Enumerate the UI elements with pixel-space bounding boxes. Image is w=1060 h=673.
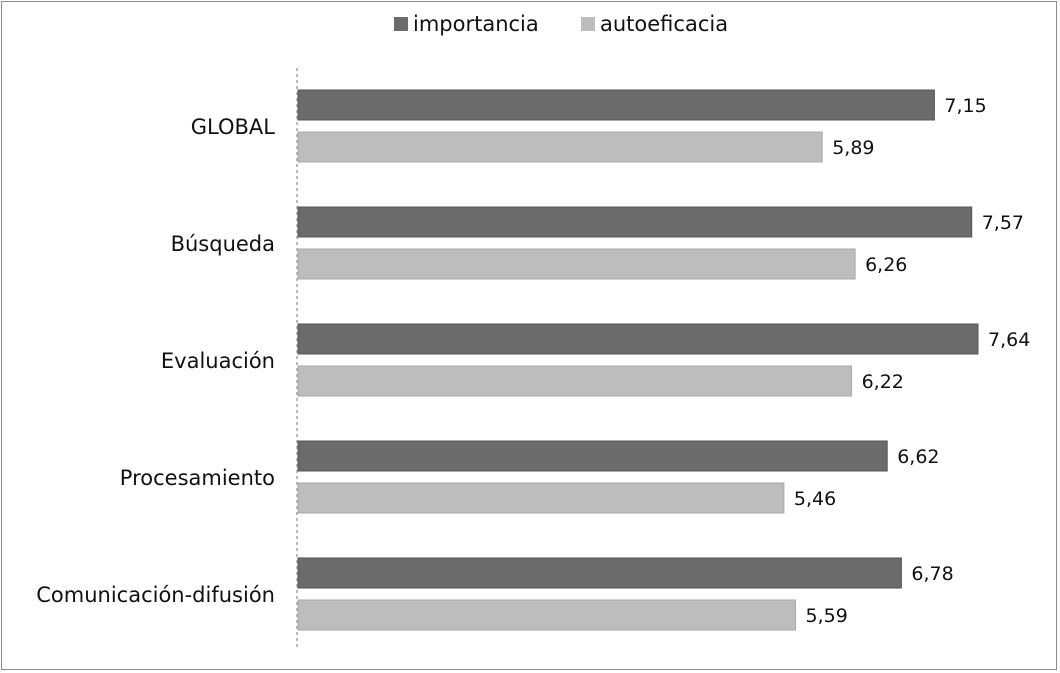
legend-label-autoeficacia: autoeficacia xyxy=(600,12,728,36)
data-label-autoeficacia-procesamiento: 5,46 xyxy=(794,488,836,510)
data-label-importancia-global: 7,15 xyxy=(944,95,986,117)
bar-autoeficacia-global xyxy=(297,131,823,163)
data-label-autoeficacia-global: 5,89 xyxy=(832,137,874,159)
category-label-procesamiento: Procesamiento xyxy=(120,466,275,490)
plot-area: GLOBAL 7,15 5,89 Búsqueda 7,57 6,26 Evaluación… xyxy=(36,89,1030,631)
legend-swatch-importancia xyxy=(394,17,408,31)
bar-importancia-global xyxy=(297,89,935,121)
bar-importancia-evaluacion xyxy=(297,323,979,355)
category-label-busqueda: Búsqueda xyxy=(171,232,275,256)
bar-importancia-busqueda xyxy=(297,206,973,238)
bar-importancia-procesamiento xyxy=(297,440,888,472)
category-label-evaluacion: Evaluación xyxy=(161,349,275,373)
category-label-comunicacion-difusion: Comunicación-difusión xyxy=(36,583,275,607)
data-label-importancia-evaluacion: 7,64 xyxy=(988,329,1030,351)
bar-autoeficacia-comunicacion-difusion xyxy=(297,599,796,631)
data-label-importancia-busqueda: 7,57 xyxy=(982,212,1024,234)
category-label-global: GLOBAL xyxy=(191,115,276,139)
bar-importancia-comunicacion-difusion xyxy=(297,557,902,589)
data-label-importancia-comunicacion-difusion: 6,78 xyxy=(911,563,953,585)
legend: importancia autoeficacia xyxy=(394,12,728,36)
bar-autoeficacia-evaluacion xyxy=(297,365,853,397)
bar-autoeficacia-busqueda xyxy=(297,248,856,280)
bar-autoeficacia-procesamiento xyxy=(297,482,785,514)
legend-swatch-autoeficacia xyxy=(581,17,595,31)
data-label-autoeficacia-evaluacion: 6,22 xyxy=(862,371,904,393)
data-label-autoeficacia-comunicacion-difusion: 5,59 xyxy=(806,605,848,627)
legend-label-importancia: importancia xyxy=(413,12,539,36)
data-label-importancia-procesamiento: 6,62 xyxy=(897,446,939,468)
data-label-autoeficacia-busqueda: 6,26 xyxy=(865,254,907,276)
